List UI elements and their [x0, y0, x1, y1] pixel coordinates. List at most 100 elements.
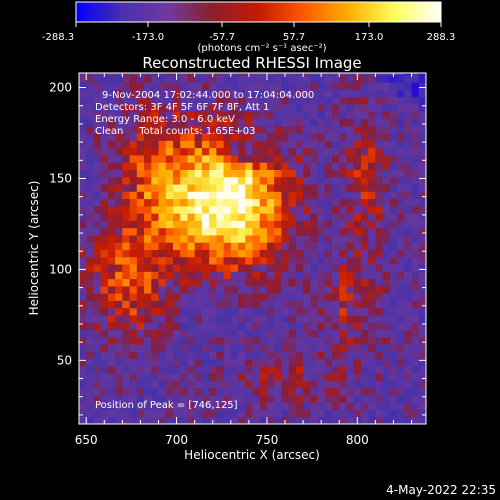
heatmap-cell: [223, 394, 232, 403]
heatmap-cell: [360, 89, 369, 98]
heatmap-cell: [216, 118, 225, 127]
heatmap-cell: [411, 169, 420, 178]
heatmap-cell: [411, 103, 420, 112]
heatmap-cell: [310, 176, 319, 185]
heatmap-cell: [209, 118, 217, 127]
heatmap-cell: [353, 263, 362, 272]
heatmap-cell: [201, 125, 210, 134]
heatmap-cell: [266, 227, 275, 236]
heatmap-cell: [223, 365, 232, 374]
heatmap-cell: [418, 373, 426, 381]
heatmap-cell: [180, 380, 189, 389]
heatmap-cell: [194, 329, 203, 338]
heatmap-cell: [100, 278, 109, 287]
heatmap-cell: [230, 154, 239, 163]
heatmap-cell: [230, 205, 239, 214]
heatmap-cell: [107, 373, 116, 381]
heatmap-cell: [79, 74, 87, 83]
heatmap-cell: [79, 133, 87, 141]
heatmap-cell: [86, 169, 95, 178]
heatmap-cell: [115, 416, 123, 424]
heatmap-cell: [180, 183, 189, 192]
heatmap-cell: [194, 154, 203, 163]
heatmap-cell: [303, 213, 311, 221]
heatmap-cell: [418, 74, 426, 83]
heatmap-cell: [165, 293, 174, 301]
heatmap-cell: [172, 380, 181, 389]
heatmap-cell: [389, 169, 398, 178]
heatmap-cell: [397, 322, 405, 331]
heatmap-cell: [93, 409, 102, 418]
heatmap-cell: [230, 263, 239, 272]
heatmap-cell: [295, 140, 304, 149]
heatmap-cell: [382, 74, 391, 83]
heatmap-cell: [266, 242, 275, 250]
heatmap-cell: [180, 191, 189, 200]
heatmap-cell: [122, 73, 131, 76]
heatmap-cell: [411, 73, 420, 76]
heatmap-cell: [100, 147, 109, 156]
heatmap-cell: [266, 285, 275, 294]
heatmap-cell: [252, 176, 261, 185]
heatmap-cell: [339, 343, 348, 352]
heatmap-cell: [346, 285, 355, 294]
heatmap-cell: [389, 402, 398, 411]
heatmap-cell: [107, 285, 116, 294]
heatmap-cell: [151, 103, 160, 112]
heatmap-cell: [158, 147, 167, 156]
heatmap-cell: [360, 198, 369, 207]
heatmap-cell: [136, 314, 145, 323]
heatmap-cell: [100, 183, 109, 192]
heatmap-cell: [288, 205, 297, 214]
heatmap-cell: [274, 213, 283, 221]
colorbar-tick-label: -57.7: [209, 32, 235, 43]
heatmap-cell: [317, 336, 326, 345]
heatmap-cell: [144, 133, 152, 141]
heatmap-cell: [209, 191, 217, 200]
heatmap-cell: [194, 285, 203, 294]
heatmap-cell: [382, 358, 391, 367]
heatmap-cell: [115, 387, 123, 396]
heatmap-cell: [389, 249, 398, 258]
heatmap-cell: [158, 133, 167, 141]
heatmap-cell: [201, 343, 210, 352]
heatmap-cell: [107, 322, 116, 331]
heatmap-cell: [238, 365, 246, 374]
heatmap-cell: [266, 394, 275, 403]
heatmap-cell: [238, 205, 246, 214]
heatmap-cell: [266, 133, 275, 141]
heatmap-cell: [93, 351, 102, 360]
heatmap-cell: [339, 365, 348, 374]
heatmap-cell: [288, 227, 297, 236]
heatmap-cell: [411, 89, 420, 98]
heatmap-cell: [259, 249, 268, 258]
heatmap-cell: [194, 336, 203, 345]
heatmap-cell: [230, 234, 239, 243]
heatmap-cell: [339, 314, 348, 323]
heatmap-cell: [194, 205, 203, 214]
heatmap-cell: [274, 343, 283, 352]
heatmap-cell: [158, 394, 167, 403]
heatmap-cell: [332, 118, 340, 127]
heatmap-cell: [93, 183, 102, 192]
heatmap-cell: [266, 380, 275, 389]
heatmap-cell: [252, 74, 261, 83]
heatmap-cell: [339, 176, 348, 185]
heatmap-cell: [129, 103, 138, 112]
heatmap-cell: [115, 271, 123, 280]
heatmap-cell: [230, 118, 239, 127]
heatmap-cell: [411, 183, 420, 192]
heatmap-cell: [346, 82, 355, 90]
heatmap-cell: [93, 96, 102, 105]
heatmap-cell: [360, 220, 369, 229]
heatmap-cell: [288, 198, 297, 207]
heatmap-cell: [223, 300, 232, 309]
heatmap-cell: [252, 307, 261, 316]
heatmap-cell: [252, 154, 261, 163]
heatmap-cell: [382, 220, 391, 229]
heatmap-cell: [266, 402, 275, 411]
heatmap-cell: [100, 213, 109, 221]
heatmap-cell: [216, 285, 225, 294]
heatmap-cell: [194, 125, 203, 134]
heatmap-cell: [368, 213, 376, 221]
